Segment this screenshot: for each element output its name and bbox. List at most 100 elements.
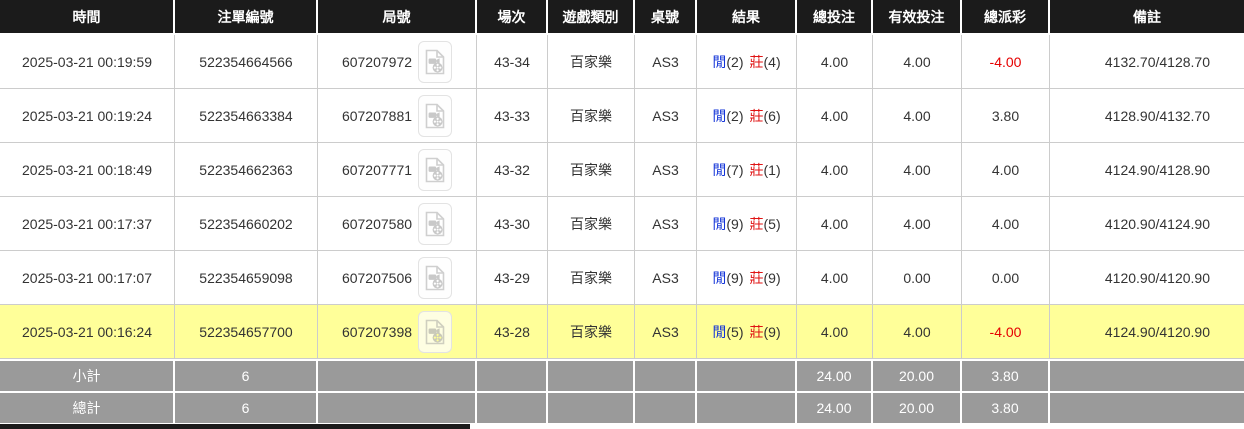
grand-total-label-cell: 總計: [0, 391, 175, 423]
grand-total-row: 總計 6 24.00 20.00 3.80: [0, 391, 1244, 423]
table-no-cell: AS3: [635, 197, 697, 251]
game-type-cell: 百家樂: [548, 305, 635, 359]
player-result-label: 閒: [712, 269, 727, 286]
banker-result-label: 莊: [749, 323, 764, 340]
bet-row-selected[interactable]: 2025-03-21 00:16:24 522354657700 6072073…: [0, 305, 1244, 359]
bet-row[interactable]: 2025-03-21 00:17:37 522354660202 6072075…: [0, 197, 1244, 251]
total-bet-cell: 4.00: [797, 197, 873, 251]
col-header-remark: 備註: [1050, 0, 1244, 35]
video-file-icon: [425, 103, 445, 128]
player-result-score: (7): [726, 161, 744, 178]
bet-id-cell: 522354659098: [175, 251, 318, 305]
subtotal-empty-cell: [635, 359, 697, 391]
video-file-icon: [425, 157, 445, 182]
time-cell: 2025-03-21 00:19:24: [0, 89, 175, 143]
game-type-cell: 百家樂: [548, 197, 635, 251]
time-cell: 2025-03-21 00:17:37: [0, 197, 175, 251]
video-replay-button[interactable]: [418, 310, 453, 353]
valid-bet-cell: 4.00: [873, 35, 962, 89]
grand-total-count-cell: 6: [175, 391, 318, 423]
player-result-score: (5): [726, 323, 744, 340]
header-row: 時間 注單編號 局號 場次 遊戲類別 桌號 結果 總投注 有效投注 總派彩 備註: [0, 0, 1244, 35]
game-type-cell: 百家樂: [548, 35, 635, 89]
round-number: 607207972: [341, 53, 413, 70]
col-header-game-type: 遊戲類別: [548, 0, 635, 35]
time-cell: 2025-03-21 00:18:49: [0, 143, 175, 197]
round-cell: 607207580: [318, 197, 477, 251]
table-no-cell: AS3: [635, 143, 697, 197]
subtotal-empty-cell: [548, 359, 635, 391]
banker-result-score: (9): [763, 269, 781, 286]
video-replay-button[interactable]: [418, 40, 453, 83]
bet-row[interactable]: 2025-03-21 00:19:59 522354664566 6072079…: [0, 35, 1244, 89]
round-cell: 607207398: [318, 305, 477, 359]
remark-cell: 4124.90/4120.90: [1050, 305, 1244, 359]
banker-result-label: 莊: [749, 269, 764, 286]
grand-total-empty-cell: [697, 391, 797, 423]
banker-result-score: (5): [763, 215, 781, 232]
player-result-label: 閒: [712, 323, 727, 340]
video-replay-button[interactable]: [418, 202, 453, 245]
valid-bet-cell: 4.00: [873, 305, 962, 359]
video-replay-button[interactable]: [418, 256, 453, 299]
col-header-result: 結果: [697, 0, 797, 35]
round-number: 607207506: [341, 269, 413, 286]
col-header-time: 時間: [0, 0, 175, 35]
banker-result-label: 莊: [749, 53, 764, 70]
table-no-cell: AS3: [635, 89, 697, 143]
payout-cell: 3.80: [962, 89, 1050, 143]
bet-id-cell: 522354660202: [175, 197, 318, 251]
round-number: 607207580: [341, 215, 413, 232]
grand-total-total-bet-cell: 24.00: [797, 391, 873, 423]
video-file-icon: [425, 211, 445, 236]
result-cell: 閒(9) 莊(9): [697, 251, 797, 305]
bet-row[interactable]: 2025-03-21 00:19:24 522354663384 6072078…: [0, 89, 1244, 143]
payout-cell: 4.00: [962, 197, 1050, 251]
col-header-table-no: 桌號: [635, 0, 697, 35]
player-result-score: (9): [726, 269, 744, 286]
total-bet-cell: 4.00: [797, 143, 873, 197]
round-cell: 607207972: [318, 35, 477, 89]
subtotal-empty-cell: [318, 359, 477, 391]
player-result-score: (2): [726, 107, 744, 124]
bet-id-cell: 522354662363: [175, 143, 318, 197]
round-number: 607207398: [341, 323, 413, 340]
video-file-icon: [425, 49, 445, 74]
round-cell: 607207771: [318, 143, 477, 197]
session-cell: 43-34: [477, 35, 548, 89]
result-cell: 閒(2) 莊(4): [697, 35, 797, 89]
session-cell: 43-28: [477, 305, 548, 359]
banker-result-label: 莊: [749, 107, 764, 124]
player-result-label: 閒: [712, 53, 727, 70]
col-header-round: 局號: [318, 0, 477, 35]
video-replay-button[interactable]: [418, 94, 453, 137]
col-header-total-payout: 總派彩: [962, 0, 1050, 35]
valid-bet-cell: 4.00: [873, 197, 962, 251]
partial-footer-bar: [0, 424, 470, 429]
banker-result-score: (9): [763, 323, 781, 340]
table-no-cell: AS3: [635, 35, 697, 89]
col-header-total-bet: 總投注: [797, 0, 873, 35]
bet-row[interactable]: 2025-03-21 00:17:07 522354659098 6072075…: [0, 251, 1244, 305]
total-bet-cell: 4.00: [797, 305, 873, 359]
valid-bet-cell: 0.00: [873, 251, 962, 305]
video-replay-button[interactable]: [418, 148, 453, 191]
grand-total-empty-cell: [318, 391, 477, 423]
subtotal-empty-cell: [697, 359, 797, 391]
remark-cell: 4124.90/4128.90: [1050, 143, 1244, 197]
col-header-valid-bet: 有效投注: [873, 0, 962, 35]
grand-total-payout-cell: 3.80: [962, 391, 1050, 423]
round-cell: 607207506: [318, 251, 477, 305]
bet-row[interactable]: 2025-03-21 00:18:49 522354662363 6072077…: [0, 143, 1244, 197]
player-result-label: 閒: [712, 107, 727, 124]
remark-cell: 4120.90/4120.90: [1050, 251, 1244, 305]
session-cell: 43-29: [477, 251, 548, 305]
banker-result-score: (1): [763, 161, 781, 178]
col-header-session: 場次: [477, 0, 548, 35]
round-cell: 607207881: [318, 89, 477, 143]
session-cell: 43-32: [477, 143, 548, 197]
banker-result-score: (6): [763, 107, 781, 124]
video-file-icon: [425, 265, 445, 290]
